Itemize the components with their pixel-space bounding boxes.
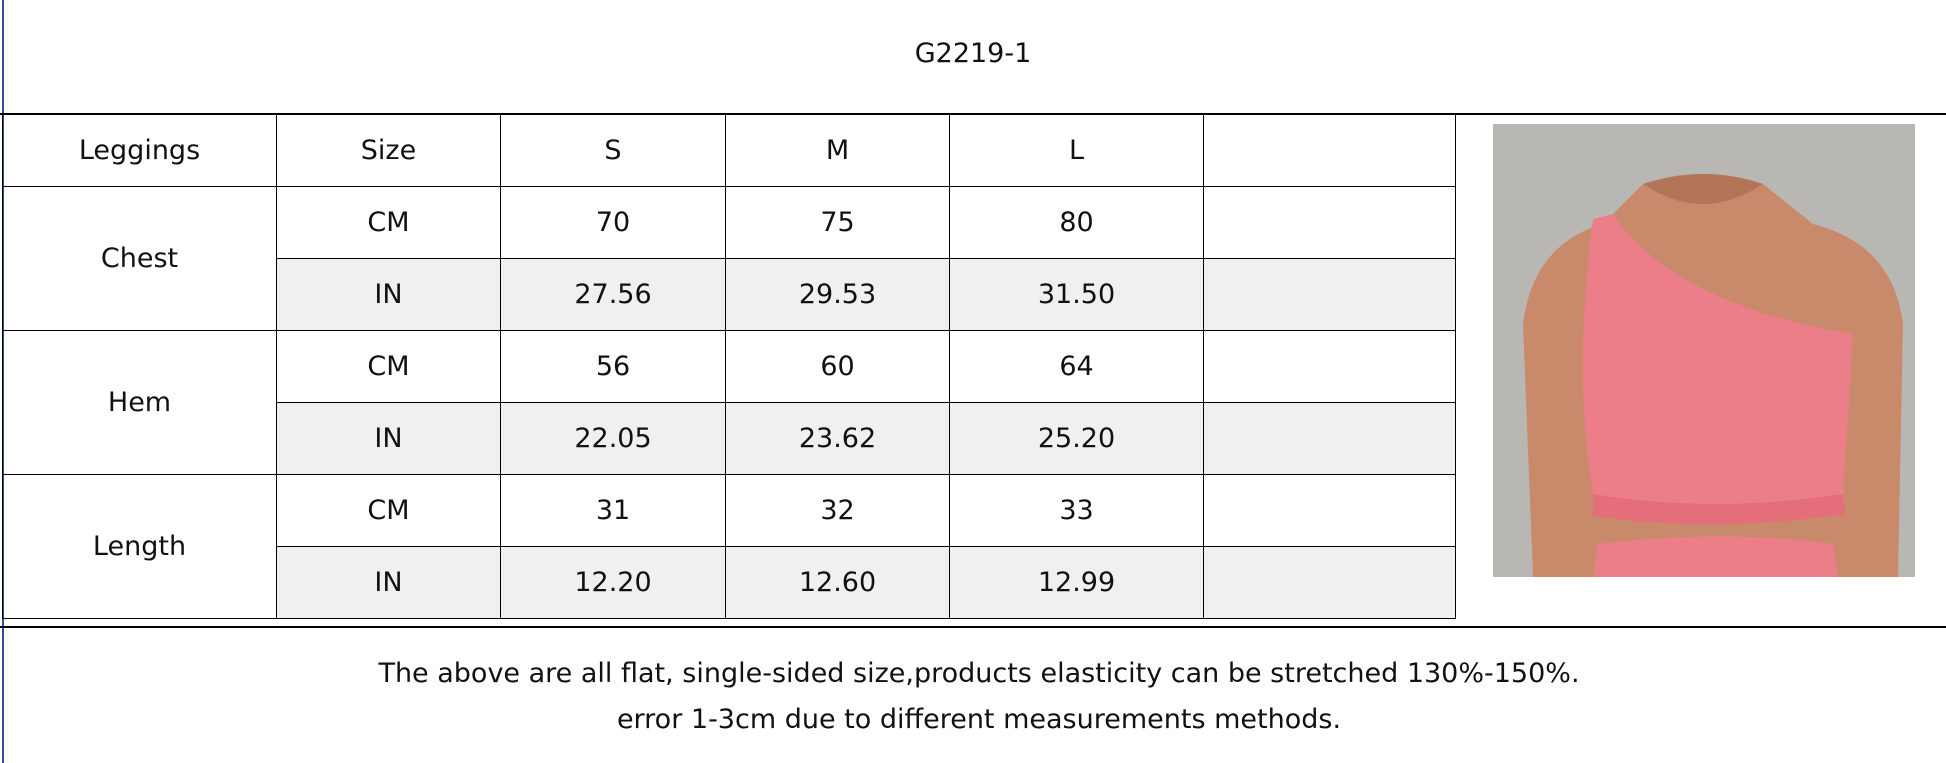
value-cell: 70 <box>500 186 726 259</box>
empty-cell <box>1203 258 1456 331</box>
title: G2219-1 <box>914 38 1032 69</box>
header-cell: Leggings <box>2 114 277 187</box>
header-cell: M <box>725 114 950 187</box>
data-row: Chest CM 70 75 80 <box>2 186 1456 331</box>
empty-cell <box>1203 186 1456 259</box>
value-cell: 12.60 <box>725 546 950 619</box>
empty-cell <box>1203 546 1456 619</box>
value-cell: 56 <box>500 330 726 403</box>
data-row: IN 27.56 29.53 31.50 <box>3 258 1456 331</box>
unit-cell: IN <box>276 546 501 619</box>
value-cell: 60 <box>725 330 950 403</box>
bottom-rule <box>0 626 1946 628</box>
value-cell: 22.05 <box>500 402 726 475</box>
data-row: Length CM 31 32 33 <box>2 474 1456 619</box>
value-cell: 29.53 <box>725 258 950 331</box>
header-cell: Size <box>276 114 501 187</box>
value-cell: 12.99 <box>949 546 1204 619</box>
unit-cell: CM <box>276 474 501 547</box>
size-table: Leggings Size S M L Chest CM 70 75 80 IN 27.56 29.53… <box>2 114 1456 619</box>
value-cell: 12.20 <box>500 546 726 619</box>
value-cell: 32 <box>725 474 950 547</box>
value-cell: 27.56 <box>500 258 726 331</box>
unit-cell: CM <box>276 330 501 403</box>
measure-label: Hem <box>2 330 277 475</box>
header-cell: L <box>949 114 1204 187</box>
value-cell: 64 <box>949 330 1204 403</box>
data-row: IN 12.20 12.60 12.99 <box>3 546 1456 619</box>
empty-cell <box>1203 402 1456 475</box>
value-cell: 31 <box>500 474 726 547</box>
empty-cell <box>1203 114 1456 187</box>
value-cell: 25.20 <box>949 402 1204 475</box>
value-cell: 31.50 <box>949 258 1204 331</box>
measure-label: Length <box>2 474 277 619</box>
data-row: IN 22.05 23.62 25.20 <box>3 402 1456 475</box>
empty-cell <box>1203 330 1456 403</box>
header-cell: S <box>500 114 726 187</box>
top-rule <box>0 113 1946 115</box>
unit-cell: CM <box>276 186 501 259</box>
empty-cell <box>1203 474 1456 547</box>
value-cell: 80 <box>949 186 1204 259</box>
note: The above are all flat, single-sided siz… <box>378 658 1580 689</box>
measure-label: Chest <box>2 186 277 331</box>
note: error 1-3cm due to different measurement… <box>616 704 1342 735</box>
value-cell: 23.62 <box>725 402 950 475</box>
header-row: Leggings Size S M L <box>2 114 1456 187</box>
data-row: Hem CM 56 60 64 <box>2 330 1456 475</box>
product-photo <box>1493 124 1915 577</box>
unit-cell: IN <box>276 258 501 331</box>
value-cell: 75 <box>725 186 950 259</box>
unit-cell: IN <box>276 402 501 475</box>
value-cell: 33 <box>949 474 1204 547</box>
